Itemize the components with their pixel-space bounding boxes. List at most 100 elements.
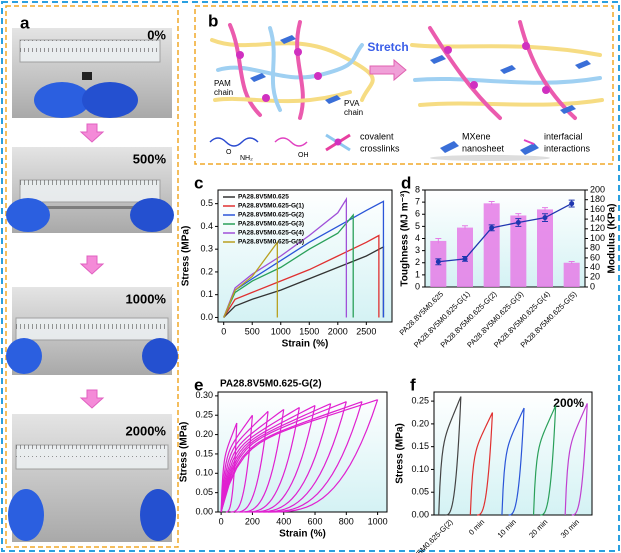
y-tick-label: 0.5 (200, 198, 213, 208)
panel-label: d (401, 173, 411, 192)
y-tick-label: 0.30 (195, 390, 213, 400)
y-tick-label: 6 (415, 209, 420, 219)
strain-label: 500% (133, 151, 167, 166)
y-tick-label: 180 (590, 194, 605, 204)
y-tick-label: 7 (415, 197, 420, 207)
x-tick-label: 1000 (368, 516, 388, 526)
chem-label: NH₂ (240, 155, 253, 162)
network-right (410, 20, 604, 120)
axis-label: Stress (MPa) (181, 226, 192, 287)
x-tick-label: 600 (308, 516, 323, 526)
y-tick-label: 0.25 (411, 395, 429, 405)
error-bar (542, 207, 548, 212)
axis-label: Toughness (MJ m⁻³) (400, 190, 411, 286)
series-line (223, 213, 354, 318)
legend-text: PA28.8V5M0.625-G(2) (238, 212, 304, 219)
axis-label: Modulus (KPa) (607, 204, 618, 274)
x-tick-label: 2000 (328, 326, 348, 336)
series-line (223, 196, 348, 318)
series-line (223, 240, 278, 318)
y-tick-label: 0.2 (200, 266, 213, 276)
y-tick-label: 0 (415, 281, 420, 291)
y-tick-label: 120 (590, 223, 605, 233)
y-tick-label: 0.10 (411, 464, 429, 474)
point (569, 201, 575, 207)
y-tick-label: 5 (415, 221, 420, 231)
loop (438, 396, 462, 516)
y-tick-label: 0.1 (200, 289, 213, 299)
loop (501, 407, 525, 516)
series-line (223, 245, 385, 318)
error-bar (462, 225, 468, 230)
chem-label: O (226, 149, 232, 156)
y-tick-label: 0.10 (195, 468, 213, 478)
y-tick-label: 200 (590, 184, 605, 194)
loop (220, 406, 300, 513)
x-tick-label: 2500 (356, 326, 376, 336)
legend-text: PA28.8V5M0.625-G(1) (238, 203, 304, 210)
y-tick-label: 4 (415, 233, 420, 243)
legend-text: PA28.8V5M0.625 (238, 194, 289, 201)
y-tick-label: 0.05 (411, 487, 429, 497)
legend-text: PA28.8V5M0.625-G(4) (238, 230, 304, 237)
loop (564, 403, 588, 516)
point (515, 219, 521, 225)
legend-text: MXene (462, 131, 491, 141)
x-tick-label: 800 (339, 516, 354, 526)
x-tick-label: 0 min (467, 517, 486, 536)
axis-label: Stress (MPa) (179, 422, 190, 483)
x-tick-label: 200 (245, 516, 260, 526)
stretch-arrow (369, 58, 407, 82)
loop (220, 401, 347, 513)
y-tick-label: 0.4 (200, 221, 213, 231)
y-tick-label: 100 (590, 233, 605, 243)
series-line (438, 203, 572, 263)
y-tick-label: 60 (590, 252, 600, 262)
chain-label: chain (214, 88, 233, 97)
x-tick-label: 400 (276, 516, 291, 526)
chain-label: PAM (214, 79, 231, 88)
loop (220, 408, 285, 513)
panel-label: b (208, 11, 218, 30)
strain-label: 0% (147, 27, 166, 42)
y-tick-label: 0.00 (411, 509, 429, 519)
crosslinks (236, 42, 550, 102)
photo (6, 147, 174, 233)
bar (483, 203, 500, 287)
chem-label: OH (298, 152, 309, 159)
photo (6, 287, 178, 375)
chain-label: PVA (344, 99, 360, 108)
error-bar (568, 261, 575, 264)
legend-text: crosslinks (360, 143, 400, 153)
point (489, 225, 495, 231)
x-tick-label: 500 (245, 326, 260, 336)
y-tick-label: 0.3 (200, 244, 213, 254)
legend-icons (209, 133, 550, 161)
strain-label: 2000% (126, 423, 167, 438)
x-tick-label: 0 (221, 326, 226, 336)
photo (8, 414, 176, 542)
y-tick-label: 140 (590, 213, 605, 223)
bar (510, 215, 527, 287)
loop (220, 403, 332, 513)
point (462, 256, 468, 262)
loop (220, 405, 316, 513)
y-tick-label: 0.25 (195, 410, 213, 420)
loop (220, 422, 238, 513)
legend-text: interactions (544, 143, 591, 153)
chart-title: PA28.8V5M0.625-G(2) (220, 379, 322, 390)
y-tick-label: 80 (590, 243, 600, 253)
nanosheets (250, 35, 591, 114)
y-tick-label: 8 (415, 184, 420, 194)
loop (220, 401, 363, 513)
y-tick-label: 20 (590, 272, 600, 282)
y-tick-label: 0.00 (195, 506, 213, 516)
point (542, 215, 548, 221)
loop (220, 414, 254, 513)
x-tick-label: 1000 (271, 326, 291, 336)
y-tick-label: 160 (590, 204, 605, 214)
x-tick-label: 0 (219, 516, 224, 526)
annotation: 200% (553, 396, 584, 410)
y-tick-label: 0.15 (195, 448, 213, 458)
